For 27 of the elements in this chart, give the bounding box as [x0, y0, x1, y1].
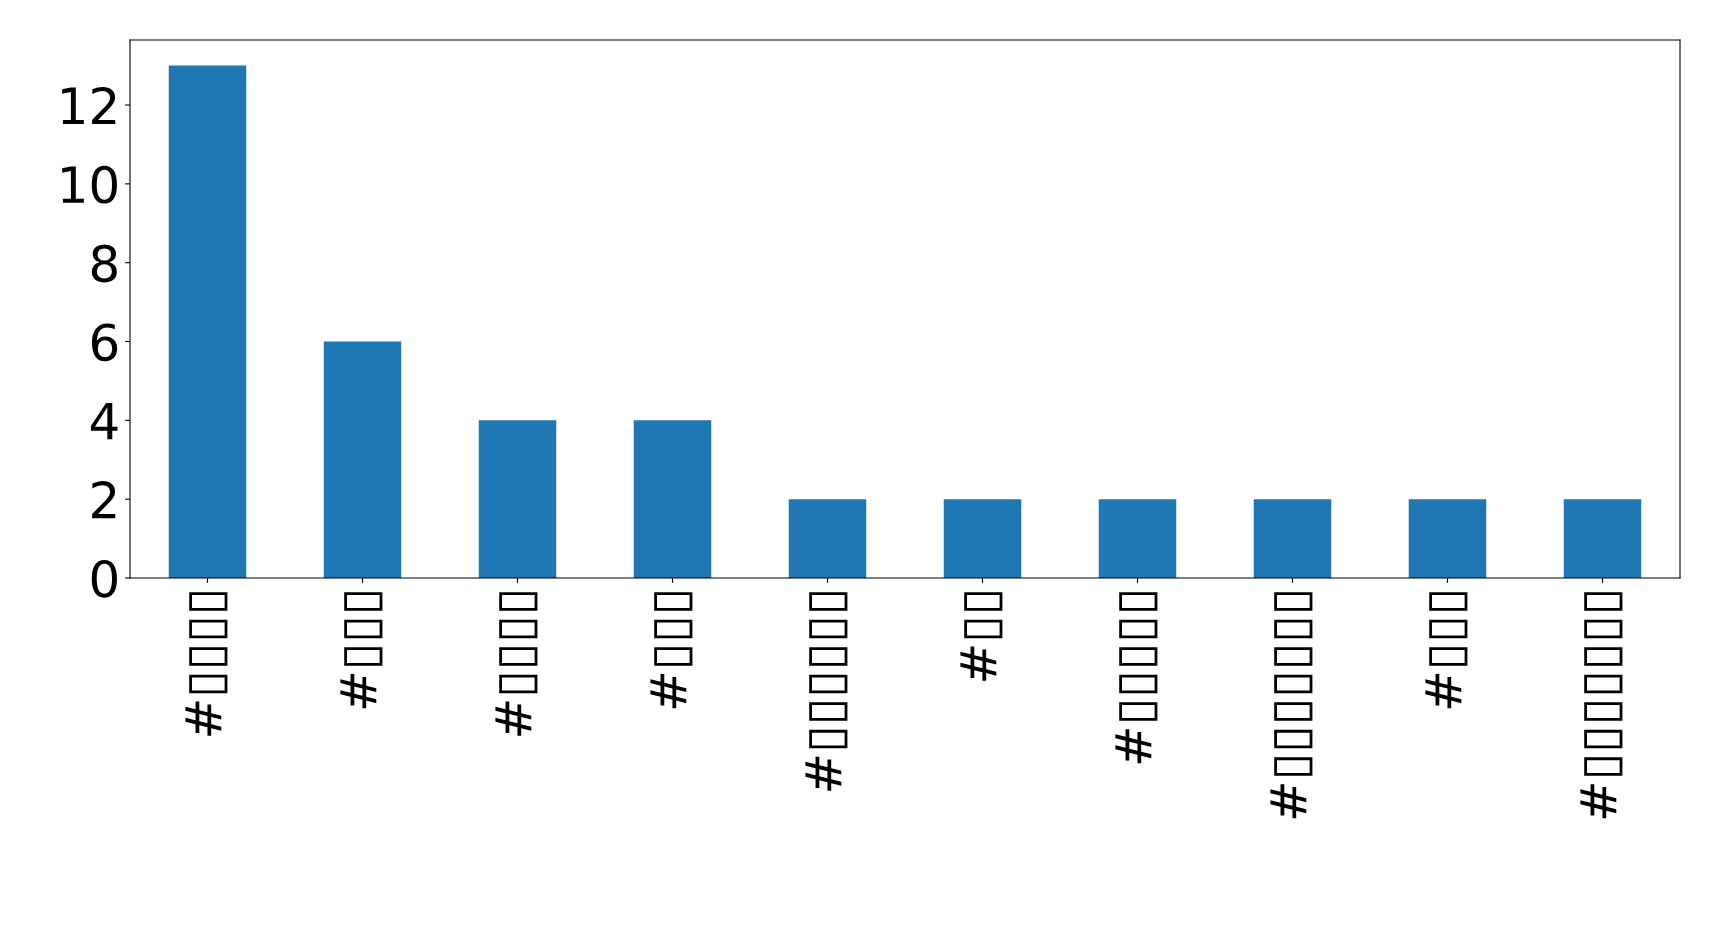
bar: [943, 499, 1022, 578]
y-tick-label: 10: [62, 165, 117, 204]
y-tick-label: 8: [91, 244, 117, 283]
y-tick-label: 0: [91, 559, 117, 598]
bar: [323, 341, 402, 578]
x-tick-label: #▯▯▯▯▯: [1115, 592, 1158, 764]
bar: [168, 65, 247, 578]
x-tick-label: #▯▯▯▯▯▯▯: [1270, 592, 1313, 819]
x-tick-label: #▯▯▯▯▯▯: [805, 592, 848, 791]
y-tick-label: 2: [92, 481, 116, 519]
y-tick-label: 12: [62, 86, 116, 125]
x-tick-label: #▯▯: [960, 592, 1003, 681]
x-tick-label: #▯▯▯▯: [495, 592, 538, 736]
y-tick-label: 6: [91, 323, 118, 362]
bar: [1563, 499, 1642, 578]
x-tick-label: #▯▯▯▯▯▯▯: [1580, 592, 1623, 819]
x-tick-label: #▯▯▯: [650, 592, 693, 709]
bar: [1098, 499, 1177, 578]
bar: [633, 420, 712, 578]
bar: [1408, 499, 1487, 578]
x-tick-label: #▯▯▯: [1425, 592, 1468, 709]
y-tick-label: 4: [90, 402, 118, 440]
bar: [478, 420, 557, 578]
bar: [1253, 499, 1332, 578]
bar: [788, 499, 867, 578]
x-tick-label: #▯▯▯▯: [185, 592, 228, 736]
x-tick-label: #▯▯▯: [340, 592, 383, 709]
